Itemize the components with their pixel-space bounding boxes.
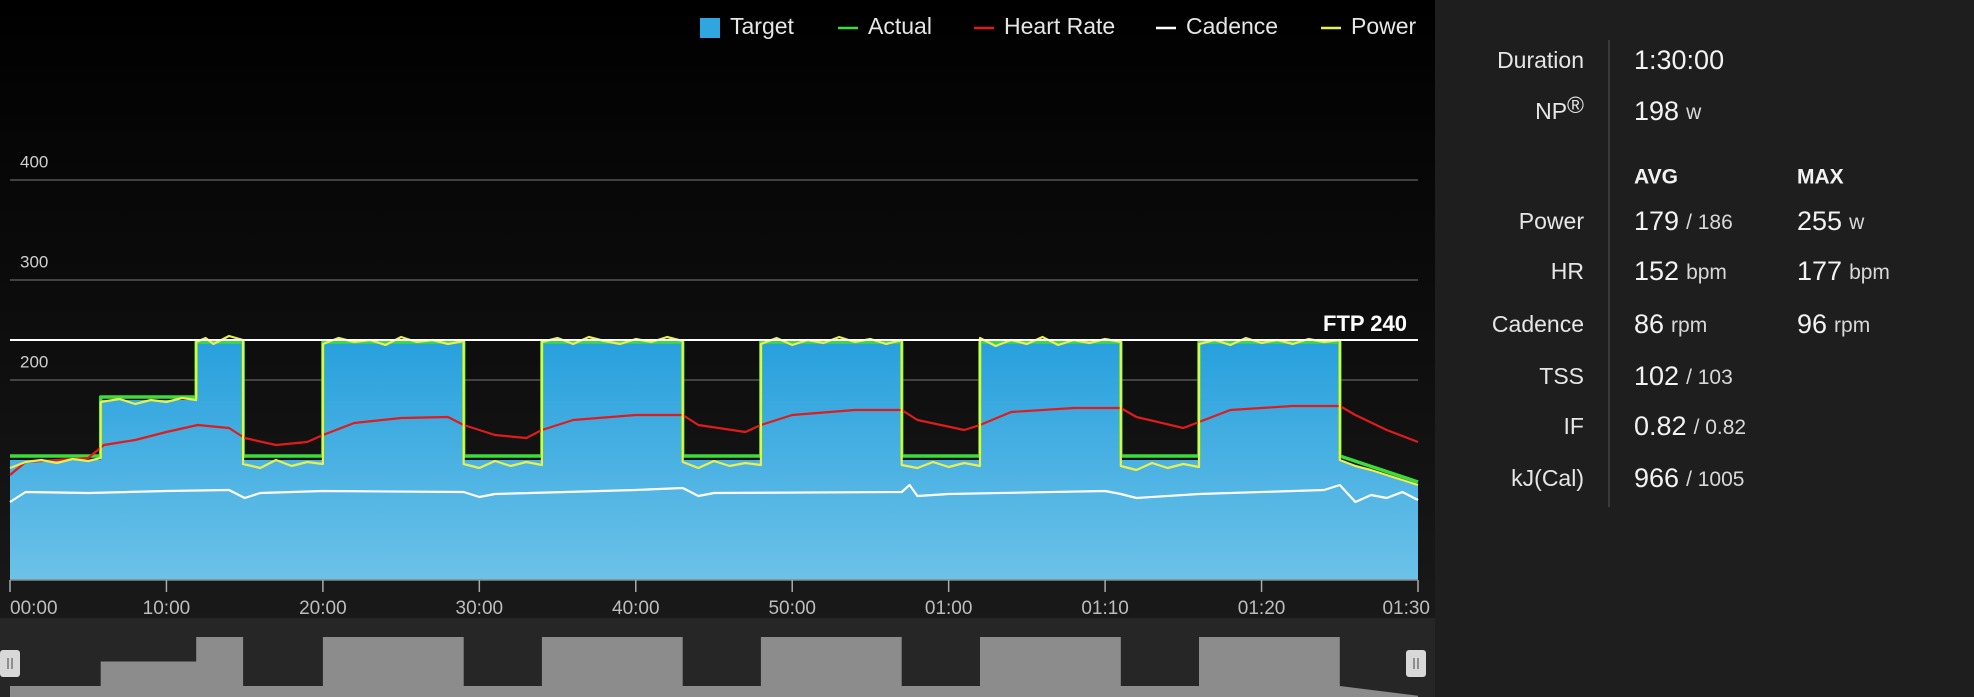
value: 102 (1634, 361, 1679, 391)
legend-label: Heart Rate (1004, 13, 1115, 39)
column-header: AVG (1634, 166, 1678, 189)
stat-label: Power (1519, 208, 1585, 234)
label: NP (1535, 98, 1567, 124)
x-tick-label: 01:30 (1382, 598, 1430, 619)
stat-avg: 102 / 103 (1634, 361, 1733, 391)
value: 96 (1797, 309, 1827, 339)
navigator-profile (10, 637, 1418, 697)
stat-max: 96 rpm (1797, 309, 1870, 339)
value: 966 (1634, 463, 1679, 493)
y-tick-label: 200 (20, 352, 48, 371)
stat-label: Duration (1497, 47, 1584, 73)
legend-label: Cadence (1186, 13, 1278, 39)
stat-label: kJ(Cal) (1511, 465, 1584, 491)
navigator-handle[interactable] (1406, 650, 1426, 677)
summary-panel (1435, 0, 1974, 697)
value: 86 (1634, 309, 1664, 339)
unit: / 1005 (1686, 468, 1744, 491)
unit: bpm (1686, 261, 1727, 284)
stat-label: TSS (1539, 363, 1584, 389)
x-tick-label: 20:00 (299, 598, 347, 619)
series-line (9, 483, 1419, 504)
x-tick-label: 40:00 (612, 598, 660, 619)
x-tick-label: 01:00 (925, 598, 973, 619)
value: 177 (1797, 256, 1842, 286)
legend-label: Power (1351, 13, 1417, 39)
unit: w (1848, 211, 1865, 234)
y-tick-label: 400 (20, 152, 48, 171)
x-tick-label: 01:10 (1081, 598, 1129, 619)
stat-max: 255 w (1797, 206, 1865, 236)
stat-avg: 152 bpm (1634, 256, 1727, 286)
stat-avg: 86 rpm (1634, 309, 1707, 339)
y-tick-label: 300 (20, 252, 48, 271)
x-tick-label: 01:20 (1238, 598, 1286, 619)
stat-value: 198 w (1634, 96, 1702, 126)
unit: rpm (1671, 314, 1707, 337)
handle-body (0, 650, 20, 677)
legend-label: Target (730, 13, 795, 39)
stat-label: Cadence (1492, 311, 1584, 337)
unit: rpm (1834, 314, 1870, 337)
stat-avg: 966 / 1005 (1634, 463, 1744, 493)
stat-value: 1:30:00 (1634, 45, 1724, 75)
unit: bpm (1849, 261, 1890, 284)
unit: w (1685, 101, 1702, 124)
stat-label: IF (1564, 413, 1584, 439)
ftp-label: FTP 240 (1323, 311, 1407, 336)
unit: / 0.82 (1694, 416, 1747, 439)
value: 0.82 (1634, 411, 1687, 441)
value: 255 (1797, 206, 1842, 236)
x-tick-label: 50:00 (768, 598, 816, 619)
x-tick-label: 00:00 (10, 598, 58, 619)
value: 198 (1634, 96, 1679, 126)
value: 152 (1634, 256, 1679, 286)
stat-avg: 0.82 / 0.82 (1634, 411, 1746, 441)
handle-body (1406, 650, 1426, 677)
column-header: MAX (1797, 166, 1844, 189)
x-tick-label: 30:00 (456, 598, 504, 619)
unit: / 103 (1686, 366, 1733, 389)
navigator-handle[interactable] (0, 650, 20, 677)
stat-label: NP® (1535, 92, 1584, 124)
registered-mark: ® (1567, 92, 1584, 118)
legend-swatch (700, 18, 720, 38)
unit: / 186 (1686, 211, 1733, 234)
value: 179 (1634, 206, 1679, 236)
value: 1:30:00 (1634, 45, 1724, 75)
legend-label: Actual (868, 13, 932, 39)
stat-avg: 179 / 186 (1634, 206, 1733, 236)
stat-label: HR (1551, 258, 1584, 284)
series-line (9, 334, 1419, 487)
x-tick-label: 10:00 (143, 598, 191, 619)
stat-max: 177 bpm (1797, 256, 1890, 286)
